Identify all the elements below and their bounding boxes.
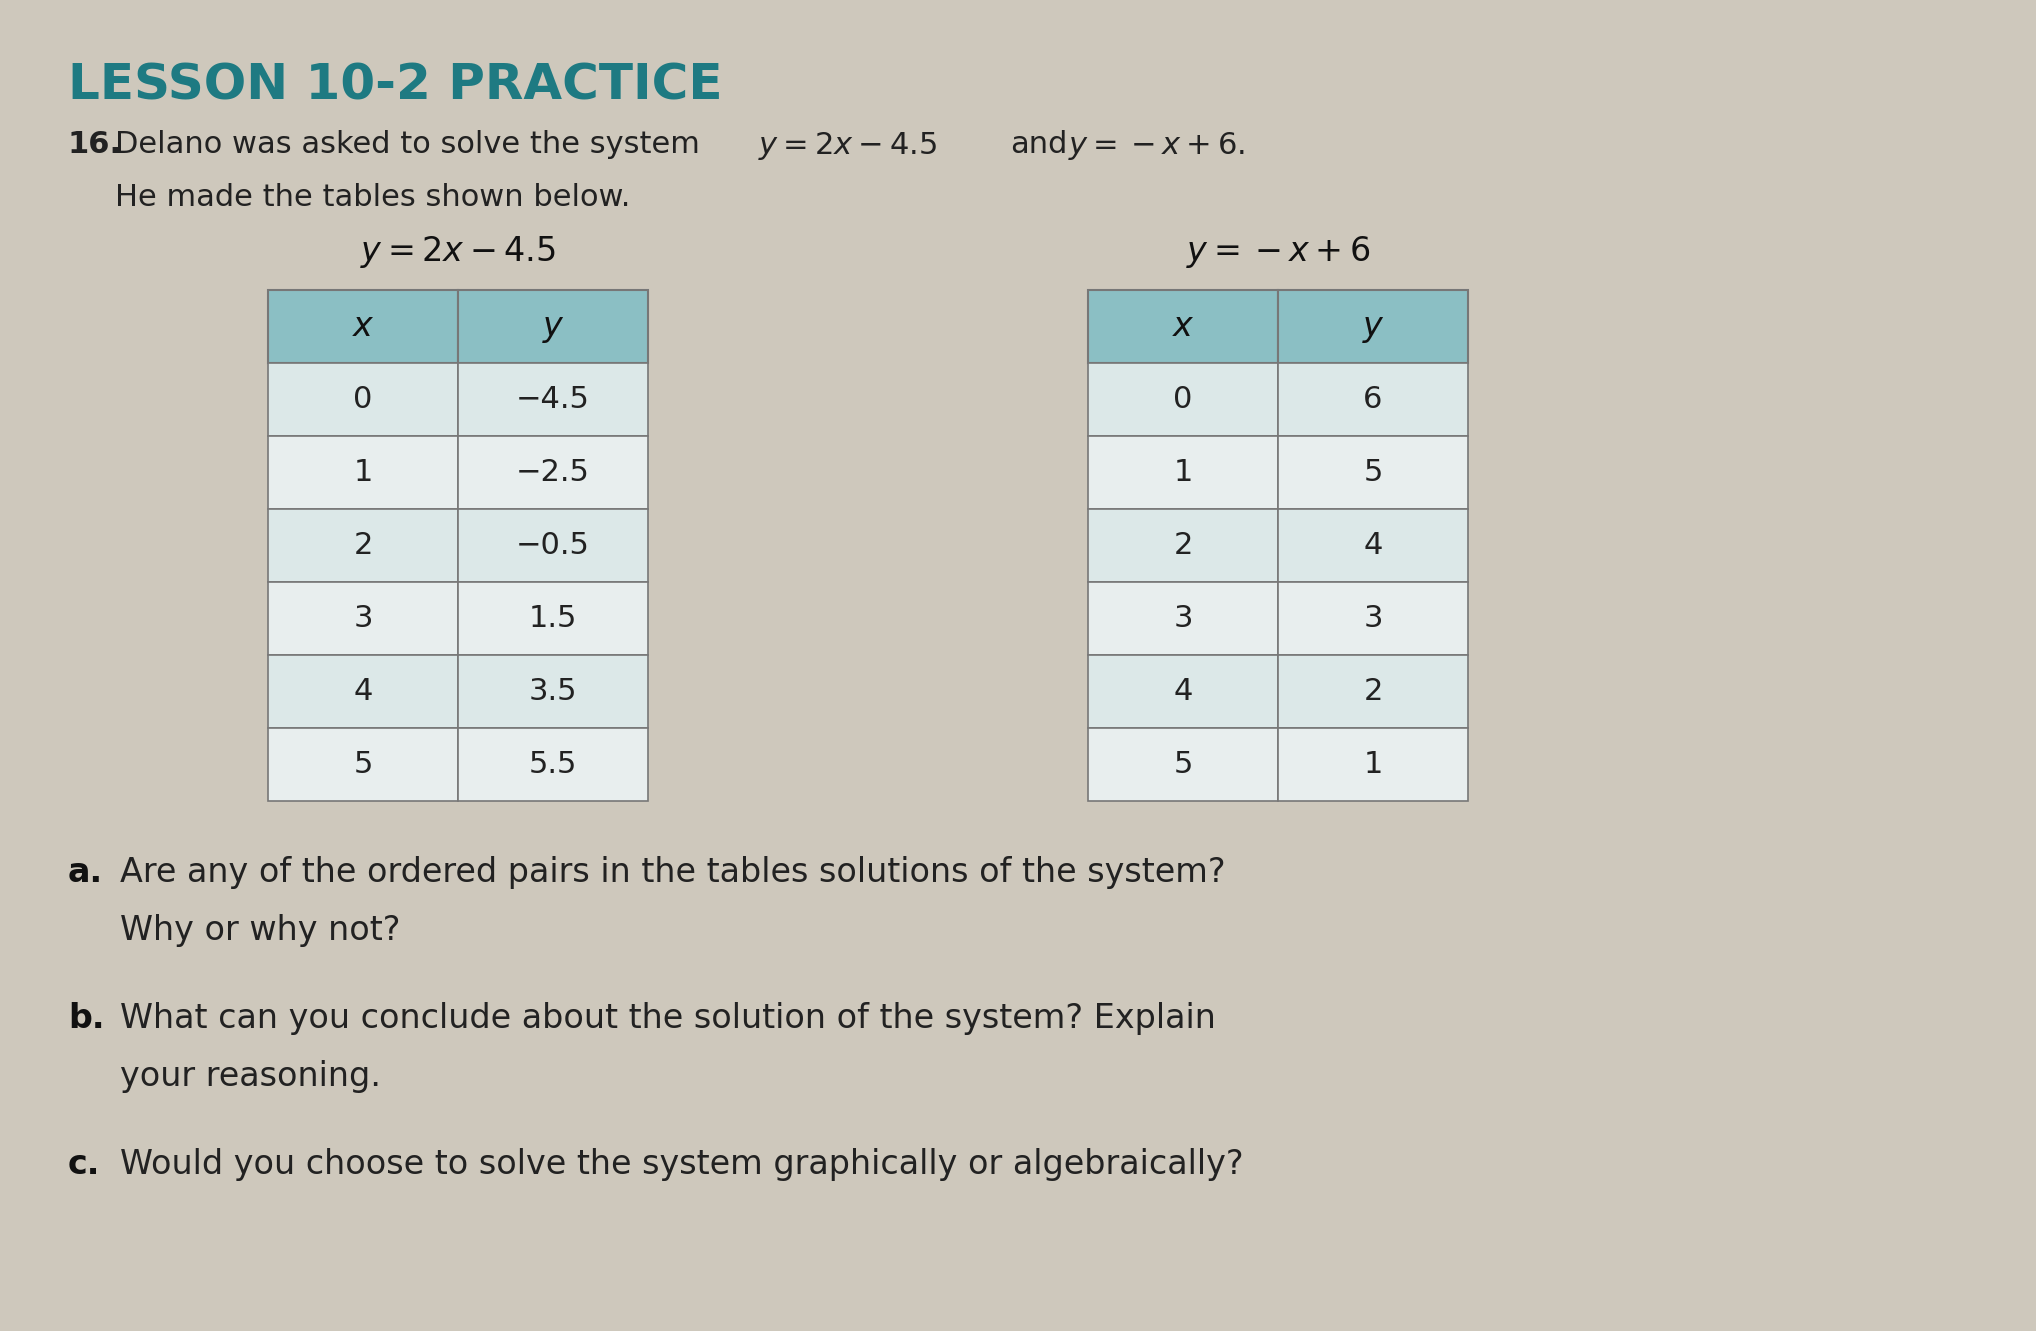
Text: y: y [544, 310, 562, 343]
Text: c.: c. [67, 1149, 100, 1181]
FancyBboxPatch shape [1087, 363, 1279, 437]
FancyBboxPatch shape [458, 290, 647, 363]
FancyBboxPatch shape [458, 437, 647, 508]
Text: $y = 2x - 4.5$: $y = 2x - 4.5$ [360, 234, 556, 270]
Text: $y = 2x - 4.5$: $y = 2x - 4.5$ [757, 130, 937, 162]
FancyBboxPatch shape [458, 582, 647, 655]
Text: 2: 2 [1173, 531, 1193, 560]
FancyBboxPatch shape [1087, 437, 1279, 508]
FancyBboxPatch shape [1087, 728, 1279, 801]
Text: and: and [1010, 130, 1067, 158]
Text: 4: 4 [354, 677, 373, 705]
Text: 5: 5 [1364, 458, 1382, 487]
FancyBboxPatch shape [1087, 582, 1279, 655]
Text: y: y [1364, 310, 1382, 343]
Text: 5.5: 5.5 [529, 749, 576, 779]
Text: 6: 6 [1364, 385, 1382, 414]
Text: 1: 1 [1173, 458, 1193, 487]
Text: 4: 4 [1364, 531, 1382, 560]
Text: −0.5: −0.5 [515, 531, 590, 560]
Text: What can you conclude about the solution of the system? Explain: What can you conclude about the solution… [120, 1002, 1215, 1036]
Text: Why or why not?: Why or why not? [120, 914, 401, 946]
Text: b.: b. [67, 1002, 104, 1036]
Text: 5: 5 [1173, 749, 1193, 779]
FancyBboxPatch shape [1087, 655, 1279, 728]
Text: 2: 2 [354, 531, 373, 560]
Text: $y = -x + 6.$: $y = -x + 6.$ [1069, 130, 1244, 162]
Text: He made the tables shown below.: He made the tables shown below. [114, 182, 631, 212]
Text: 0: 0 [1173, 385, 1193, 414]
Text: a.: a. [67, 856, 104, 889]
Text: 5: 5 [354, 749, 373, 779]
Text: −2.5: −2.5 [515, 458, 590, 487]
Text: Delano was asked to solve the system: Delano was asked to solve the system [114, 130, 700, 158]
Text: Would you choose to solve the system graphically or algebraically?: Would you choose to solve the system gra… [120, 1149, 1244, 1181]
Text: 1: 1 [354, 458, 373, 487]
FancyBboxPatch shape [269, 363, 458, 437]
FancyBboxPatch shape [1279, 437, 1468, 508]
Text: LESSON 10-2 PRACTICE: LESSON 10-2 PRACTICE [67, 63, 723, 110]
FancyBboxPatch shape [458, 728, 647, 801]
Text: $y = -x + 6$: $y = -x + 6$ [1185, 234, 1370, 270]
FancyBboxPatch shape [458, 655, 647, 728]
FancyBboxPatch shape [269, 582, 458, 655]
Text: 0: 0 [354, 385, 373, 414]
Text: 3: 3 [1364, 604, 1382, 634]
FancyBboxPatch shape [269, 437, 458, 508]
FancyBboxPatch shape [1279, 290, 1468, 363]
Text: −4.5: −4.5 [515, 385, 590, 414]
FancyBboxPatch shape [269, 655, 458, 728]
Text: 16.: 16. [67, 130, 122, 158]
Text: 3: 3 [1173, 604, 1193, 634]
Text: Are any of the ordered pairs in the tables solutions of the system?: Are any of the ordered pairs in the tabl… [120, 856, 1226, 889]
FancyBboxPatch shape [269, 728, 458, 801]
Text: 3: 3 [354, 604, 373, 634]
Text: your reasoning.: your reasoning. [120, 1059, 381, 1093]
FancyBboxPatch shape [1279, 655, 1468, 728]
FancyBboxPatch shape [458, 363, 647, 437]
FancyBboxPatch shape [1087, 290, 1279, 363]
FancyBboxPatch shape [1087, 508, 1279, 582]
FancyBboxPatch shape [1279, 508, 1468, 582]
Text: 1.5: 1.5 [529, 604, 576, 634]
Text: 2: 2 [1364, 677, 1382, 705]
Text: x: x [352, 310, 373, 343]
FancyBboxPatch shape [1279, 363, 1468, 437]
FancyBboxPatch shape [458, 508, 647, 582]
Text: x: x [1173, 310, 1193, 343]
Text: 1: 1 [1364, 749, 1382, 779]
Text: 3.5: 3.5 [529, 677, 578, 705]
FancyBboxPatch shape [1279, 728, 1468, 801]
FancyBboxPatch shape [1279, 582, 1468, 655]
FancyBboxPatch shape [269, 508, 458, 582]
Text: 4: 4 [1173, 677, 1193, 705]
FancyBboxPatch shape [269, 290, 458, 363]
